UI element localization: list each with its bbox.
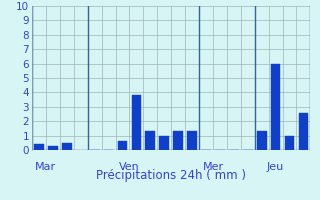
- Bar: [118, 141, 127, 150]
- Bar: [187, 131, 197, 150]
- Text: Mer: Mer: [202, 162, 224, 172]
- Bar: [271, 64, 280, 150]
- Bar: [159, 136, 169, 150]
- Text: Mar: Mar: [35, 162, 57, 172]
- Bar: [146, 131, 155, 150]
- Text: Ven: Ven: [119, 162, 140, 172]
- Bar: [299, 113, 308, 150]
- Bar: [48, 146, 58, 150]
- Bar: [62, 143, 72, 150]
- Bar: [34, 144, 44, 150]
- Text: Jeu: Jeu: [267, 162, 284, 172]
- X-axis label: Précipitations 24h ( mm ): Précipitations 24h ( mm ): [96, 169, 246, 182]
- Bar: [257, 131, 267, 150]
- Bar: [132, 95, 141, 150]
- Bar: [173, 131, 183, 150]
- Bar: [285, 136, 294, 150]
